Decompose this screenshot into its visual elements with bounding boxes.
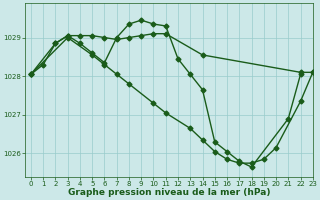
X-axis label: Graphe pression niveau de la mer (hPa): Graphe pression niveau de la mer (hPa)	[68, 188, 270, 197]
